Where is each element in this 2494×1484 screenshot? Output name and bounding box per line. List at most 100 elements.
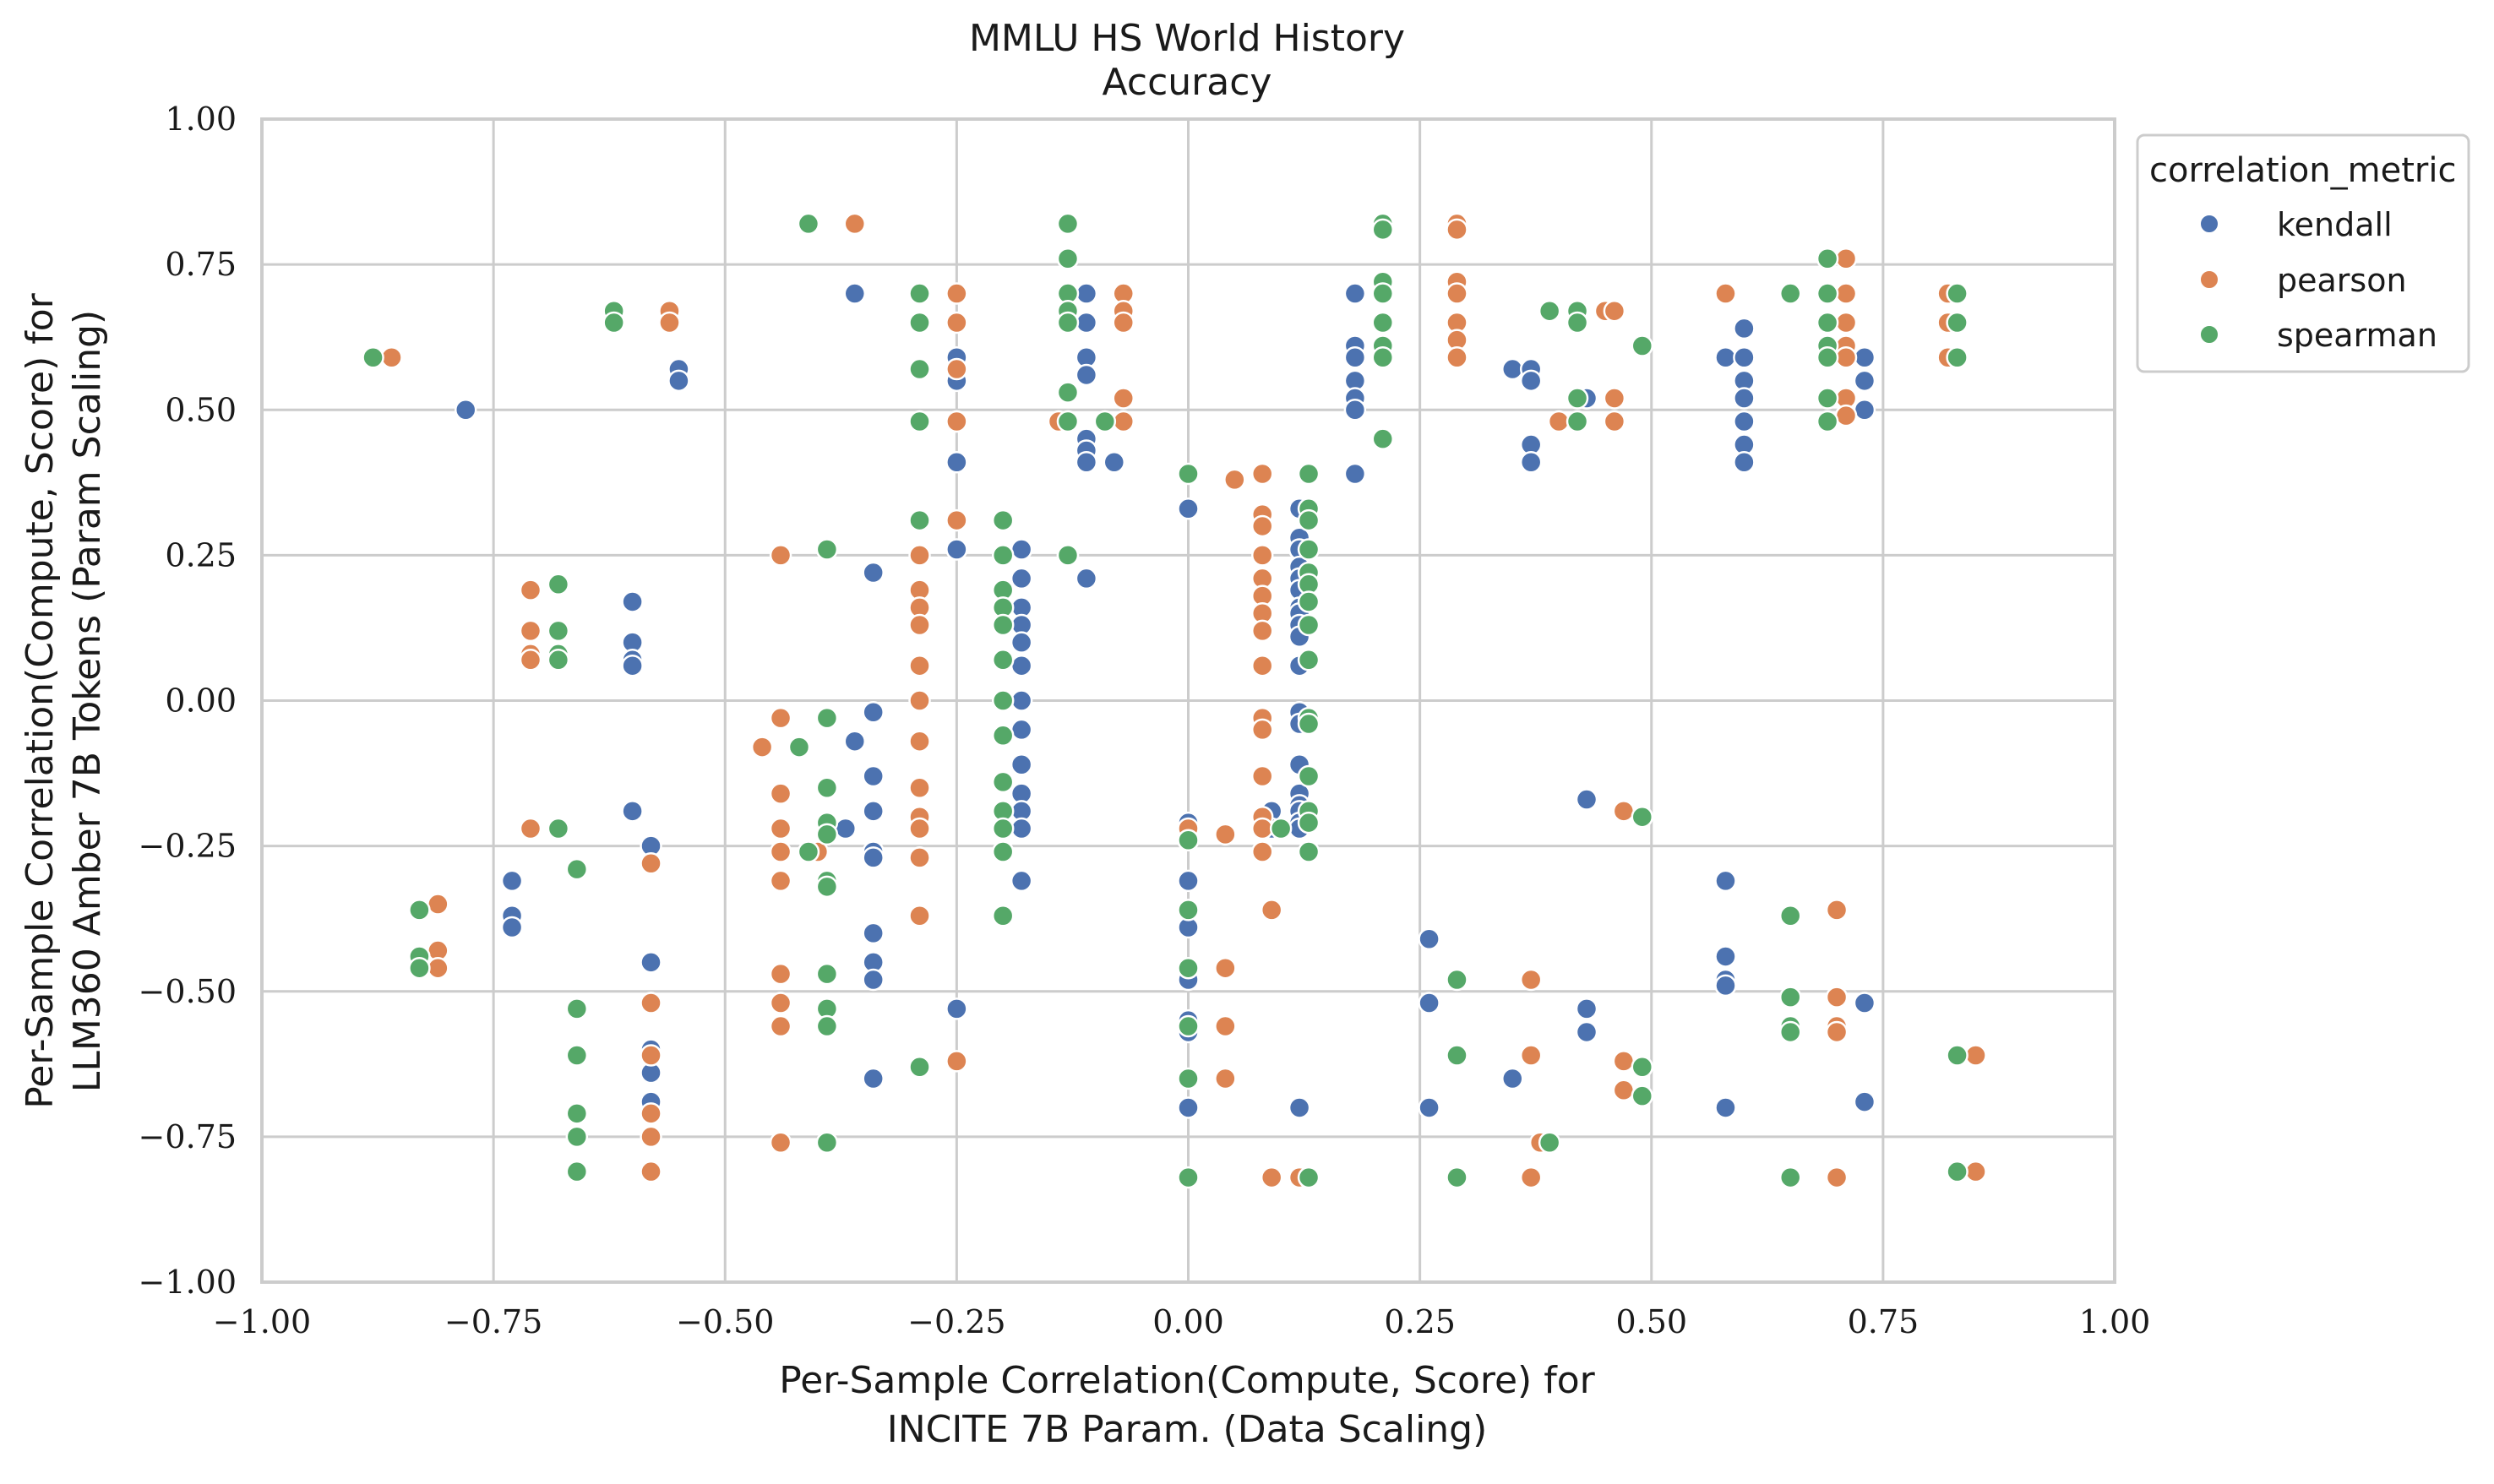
- data-point-spearman: [1816, 311, 1839, 334]
- data-point-pearson: [1223, 468, 1246, 492]
- data-point-pearson: [1825, 899, 1849, 921]
- data-point-spearman: [991, 649, 1015, 671]
- data-point-spearman: [1946, 1160, 1969, 1183]
- data-point-pearson: [843, 212, 867, 236]
- data-point-kendall: [1501, 357, 1524, 381]
- chart-title-line-1: MMLU HS World History: [969, 17, 1405, 60]
- data-point-kendall: [1853, 369, 1876, 393]
- data-point-spearman: [1056, 311, 1080, 334]
- data-point-pearson: [1112, 387, 1135, 410]
- data-point-pearson: [1214, 956, 1237, 980]
- data-point-kendall: [1075, 282, 1098, 305]
- data-point-spearman: [1566, 410, 1589, 433]
- data-point-spearman: [1816, 247, 1839, 270]
- data-point-kendall: [621, 800, 644, 823]
- data-point-kendall: [1103, 450, 1126, 474]
- legend-label-kendall: kendall: [2277, 206, 2393, 243]
- data-point-pearson: [640, 1125, 662, 1149]
- data-point-spearman: [991, 544, 1015, 567]
- data-point-spearman: [408, 899, 431, 921]
- data-point-kendall: [1733, 346, 1756, 369]
- data-point-pearson: [640, 852, 662, 875]
- data-point-spearman: [1297, 649, 1321, 671]
- data-point-spearman: [408, 956, 431, 980]
- data-point-pearson: [945, 311, 968, 334]
- data-point-pearson: [1519, 1166, 1543, 1189]
- data-point-kendall: [1010, 654, 1033, 677]
- data-point-kendall: [1418, 927, 1440, 951]
- data-point-kendall: [1575, 788, 1598, 811]
- data-point-pearson: [1547, 410, 1571, 433]
- data-point-spearman: [815, 823, 839, 846]
- y-tick-label: −0.75: [139, 1118, 237, 1155]
- data-point-pearson: [640, 1160, 662, 1183]
- data-point-kendall: [1075, 311, 1098, 334]
- data-point-pearson: [519, 619, 542, 643]
- data-point-kendall: [1010, 817, 1033, 840]
- data-point-kendall: [1733, 410, 1756, 433]
- data-point-kendall: [500, 916, 524, 939]
- data-point-spearman: [1371, 218, 1395, 242]
- legend-marker-pearson: [2199, 269, 2219, 290]
- data-point-pearson: [1214, 823, 1237, 846]
- data-point-kendall: [1853, 1090, 1876, 1113]
- data-point-spearman: [1946, 282, 1969, 305]
- data-point-spearman: [1946, 1044, 1969, 1067]
- data-point-spearman: [908, 1056, 931, 1079]
- data-point-spearman: [565, 1044, 589, 1067]
- data-point-spearman: [1056, 544, 1080, 567]
- data-point-kendall: [1733, 317, 1756, 340]
- data-point-pearson: [1519, 968, 1543, 992]
- data-point-spearman: [797, 212, 820, 236]
- data-point-kendall: [1853, 992, 1876, 1014]
- y-tick-label: 0.50: [165, 391, 237, 428]
- data-point-spearman: [547, 619, 570, 643]
- data-point-pearson: [1834, 282, 1858, 305]
- data-point-pearson: [640, 1102, 662, 1125]
- data-point-kendall: [945, 450, 968, 474]
- data-point-spearman: [991, 508, 1015, 532]
- data-point-pearson: [945, 357, 968, 381]
- data-point-spearman: [565, 1125, 589, 1149]
- data-point-spearman: [991, 904, 1015, 927]
- y-tick-label: −0.25: [139, 828, 237, 865]
- data-point-pearson: [750, 736, 774, 758]
- data-point-pearson: [908, 776, 931, 800]
- data-point-pearson: [769, 869, 792, 893]
- data-point-pearson: [1250, 718, 1274, 742]
- data-point-kendall: [1343, 346, 1367, 369]
- data-point-spearman: [565, 997, 589, 1020]
- x-tick-label: −0.25: [907, 1303, 1005, 1340]
- data-point-spearman: [815, 1131, 839, 1155]
- data-point-pearson: [640, 1044, 662, 1067]
- data-point-pearson: [519, 579, 542, 601]
- data-point-pearson: [1964, 1160, 1987, 1183]
- data-point-pearson: [908, 544, 931, 567]
- data-point-spearman: [787, 736, 811, 758]
- y-tick-label: 0.00: [165, 682, 237, 720]
- x-tick-label: 0.75: [1848, 1303, 1920, 1340]
- data-point-spearman: [815, 538, 839, 561]
- data-point-kendall: [1714, 869, 1737, 893]
- data-point-spearman: [1778, 986, 1802, 1008]
- data-point-kendall: [1714, 1096, 1737, 1119]
- data-point-kendall: [1575, 997, 1598, 1020]
- data-point-kendall: [1010, 567, 1033, 590]
- data-point-spearman: [1816, 387, 1839, 410]
- data-point-spearman: [1177, 899, 1200, 921]
- data-point-spearman: [1816, 346, 1839, 369]
- data-point-spearman: [1297, 764, 1321, 788]
- data-point-kendall: [862, 1067, 885, 1090]
- data-point-kendall: [1733, 387, 1756, 410]
- data-point-pearson: [769, 962, 792, 986]
- data-point-pearson: [769, 782, 792, 805]
- data-point-kendall: [1075, 363, 1098, 387]
- data-point-spearman: [1297, 712, 1321, 736]
- data-point-spearman: [602, 311, 625, 334]
- x-tick-labels: −1.00 −0.75 −0.50 −0.25 0.00 0.25 0.50 0.75 1.00: [213, 1303, 2151, 1340]
- data-point-pearson: [1834, 311, 1858, 334]
- data-point-spearman: [1177, 462, 1200, 486]
- data-point-kendall: [862, 764, 885, 788]
- data-point-kendall: [1010, 718, 1033, 742]
